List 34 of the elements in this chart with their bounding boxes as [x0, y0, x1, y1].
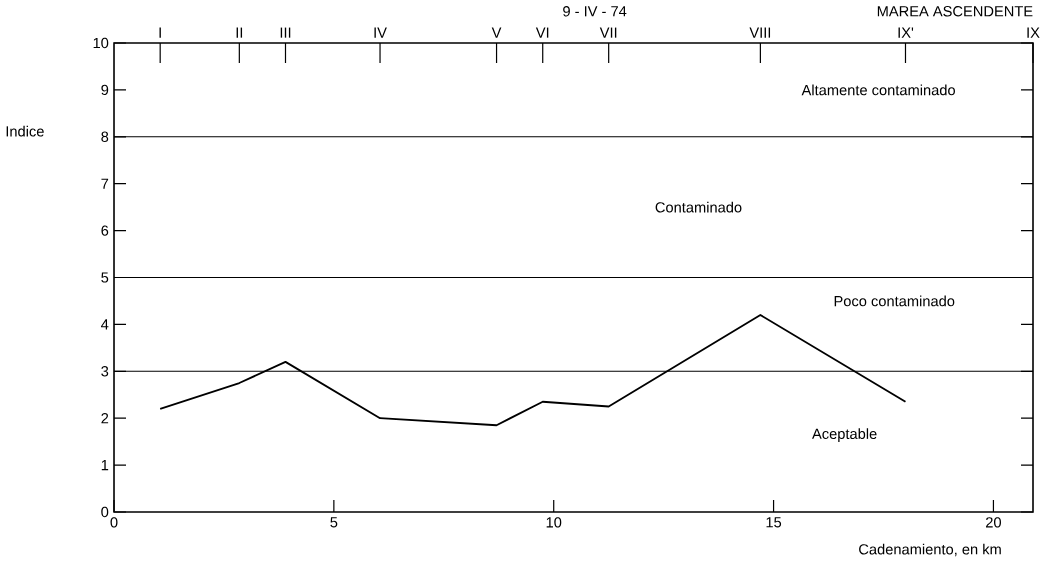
chart-title: 9 - IV - 74 — [563, 6, 627, 17]
text: I — [159, 27, 161, 38]
y-tick-label: 5 — [101, 272, 109, 283]
y-tick-label: 10 — [93, 37, 109, 49]
y-tick-label: 1 — [101, 460, 109, 471]
text: II — [236, 27, 243, 38]
annotation: Aceptable — [812, 428, 877, 442]
x-tick-label: 15 — [766, 517, 782, 528]
text: IX — [1027, 27, 1040, 38]
text: V — [491, 27, 502, 38]
text: VII — [599, 27, 617, 38]
text: IX' — [898, 27, 914, 38]
x-tick-label: 20 — [986, 517, 1001, 528]
text: VIII — [749, 27, 771, 38]
y-axis-title: Indice — [6, 125, 44, 137]
x-tick-label: 10 — [546, 517, 562, 528]
annotation: Poco contaminado — [834, 295, 955, 307]
x-axis-title: Cadenamiento, en km — [859, 543, 1001, 557]
y-tick-label: 2 — [101, 413, 109, 424]
annotation: Contaminado — [655, 201, 742, 213]
text: IV — [374, 27, 387, 38]
text: III — [280, 27, 291, 38]
y-tick-label: 4 — [101, 319, 109, 330]
annotation: Altamente contaminado — [801, 84, 955, 96]
text: VI — [535, 27, 549, 38]
y-tick-label: 6 — [101, 225, 109, 236]
y-tick-label: 7 — [101, 178, 109, 189]
x-tick-label: 0 — [110, 517, 118, 528]
y-tick-label: 9 — [101, 84, 109, 96]
y-tick-label: 8 — [101, 131, 109, 142]
y-tick-label: 0 — [101, 506, 109, 518]
y-tick-label: 3 — [101, 366, 109, 377]
x-tick-label: 5 — [330, 517, 338, 528]
text: MAREA ASCENDENTE — [877, 6, 1033, 17]
